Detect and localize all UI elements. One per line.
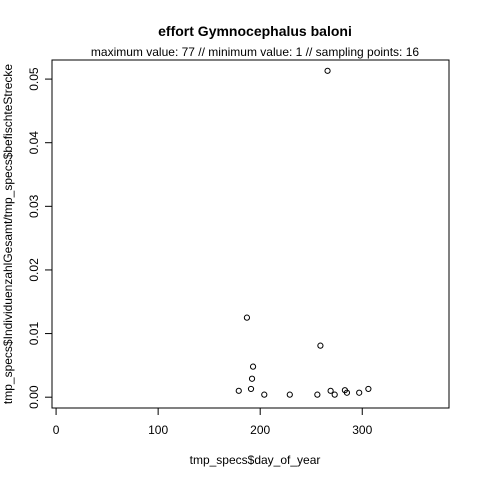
data-point [331,391,338,398]
data-point [365,385,372,393]
data-point [324,67,331,74]
data-point [356,389,363,396]
data-point [235,387,242,394]
chart-title: effort Gymnocephalus baloni [158,23,352,39]
data-point [261,391,268,398]
y-tick-label: 0.01 [27,322,41,346]
y-axis-label: tmp_specs$IndividuenzahlGesamt/tmp_specs… [1,64,15,405]
x-tick-label: 200 [250,423,270,437]
data-point [314,391,321,398]
x-axis: 0 100 200 300 [53,407,373,437]
data-points [235,67,372,398]
y-tick-label: 0.04 [27,131,41,155]
y-tick-label: 0.05 [27,67,41,91]
y-tick-label: 0.00 [27,385,41,409]
y-tick-label: 0.02 [27,258,41,282]
data-point [317,342,324,349]
x-axis-label: tmp_specs$day_of_year [190,453,321,467]
data-point [286,391,293,398]
chart-subtitle: maximum value: 77 // minimum value: 1 //… [91,45,419,59]
data-point [343,389,351,396]
y-tick-label: 0.03 [27,194,41,218]
x-tick-label: 300 [352,423,372,437]
data-point [327,387,334,394]
x-tick-label: 0 [53,423,60,437]
y-axis: 0.00 0.01 0.02 0.03 0.04 0.05 [27,67,53,409]
data-point [247,385,255,393]
data-point [248,375,256,382]
x-tick-label: 100 [148,423,168,437]
data-point [243,314,251,321]
data-point [249,363,257,370]
